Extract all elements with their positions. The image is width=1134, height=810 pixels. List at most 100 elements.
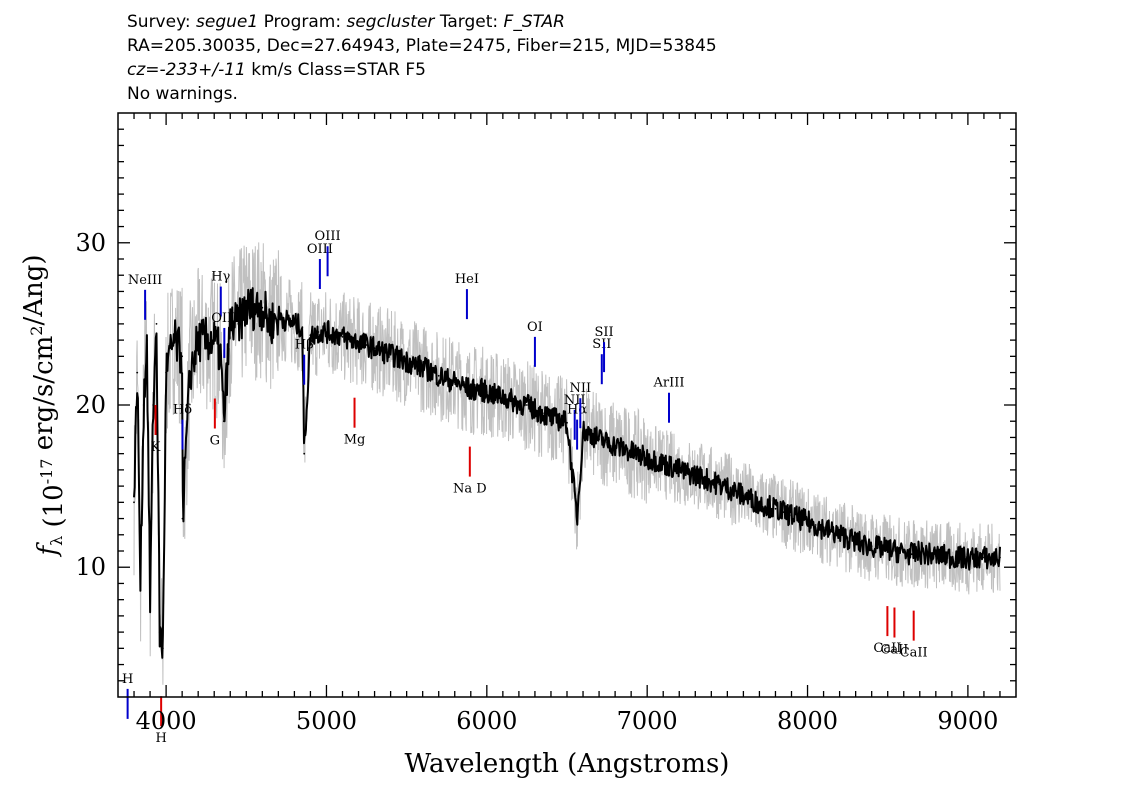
spectrum-point — [734, 490, 737, 492]
spectrum-point — [133, 501, 135, 504]
spectrum-point — [846, 537, 849, 539]
absorption-line-label: Mg — [344, 433, 366, 448]
spectrum-point — [558, 418, 560, 421]
spectrum-point — [814, 524, 817, 526]
spectrum-point — [162, 647, 164, 650]
header-line-redshift: cz=-233+/-11 km/s Class=STAR F5 — [127, 58, 717, 82]
y-tick-label: 20 — [75, 391, 106, 419]
spectrum-point — [534, 409, 536, 411]
spectrum-point — [397, 357, 400, 359]
spectrum-point — [149, 598, 152, 601]
spectrum-point — [173, 339, 176, 341]
spectrum-point — [576, 517, 578, 520]
spectrum-series — [133, 287, 1001, 659]
spectrum-point — [598, 438, 600, 440]
spectrum-point — [622, 447, 624, 450]
emission-line-label: Hγ — [211, 270, 230, 285]
spectrum-point — [253, 306, 256, 309]
spectrum-point — [445, 378, 448, 380]
x-axis-label: Wavelength (Angstroms) — [405, 749, 730, 779]
y-axis-label: fλ (10-17 erg/s/cm2/Ang) — [19, 254, 69, 557]
x-tick-label: 6000 — [456, 707, 517, 735]
spectrum-point — [146, 339, 148, 341]
header-line-survey: Survey: segue1 Program: segcluster Targe… — [127, 10, 717, 34]
spectrum-point — [822, 527, 825, 530]
spectrum-point — [959, 556, 961, 559]
spectrum-point — [886, 548, 889, 551]
spectrum-point — [155, 323, 158, 325]
spectrum-point — [325, 331, 328, 333]
spectrum-point — [222, 420, 225, 423]
spectrum-point — [477, 387, 480, 390]
spectrum-point — [381, 350, 384, 353]
spectrum-point — [654, 459, 657, 462]
header-line-warnings: No warnings. — [127, 84, 238, 104]
spectrum-point — [894, 550, 897, 552]
spectrum-point — [830, 530, 833, 533]
emission-line-label: NeIII — [128, 273, 162, 288]
spectrum-point — [510, 399, 512, 401]
spectrum-point — [493, 394, 496, 397]
spectrum-point — [606, 441, 608, 444]
spectrum-point — [293, 323, 296, 325]
y-tick-label: 30 — [75, 229, 106, 257]
spectrum-point — [139, 582, 142, 585]
emission-line-label: Hδ — [173, 403, 192, 418]
emission-line-label: NII — [569, 381, 591, 396]
program-value: segcluster — [346, 12, 435, 32]
spectrum-point — [469, 389, 472, 392]
spectrum-line — [133, 287, 1001, 659]
spectrum-point — [373, 347, 376, 350]
line-markers: HNeIIIHδHγOIIIHβOIIIOIIIHeIOINIIHαNIISII… — [122, 229, 928, 746]
spectrum-point — [678, 469, 681, 471]
emission-line-label: OIII — [307, 242, 333, 257]
spectrum-point — [758, 503, 761, 505]
spectrum-point — [862, 543, 865, 546]
spectrum-point — [421, 366, 424, 369]
spectrum-point — [718, 483, 721, 486]
spectrum-point — [975, 556, 977, 559]
spectrum-point — [333, 332, 336, 335]
x-tick-label: 5000 — [296, 707, 357, 735]
y-tick-label: 10 — [75, 553, 106, 581]
absorption-line-label: CaII — [873, 641, 901, 656]
absorption-line-label: G — [210, 434, 220, 449]
spectrum-point — [670, 465, 673, 468]
emission-line-label: SII — [592, 337, 611, 352]
spectrum-point — [136, 371, 139, 374]
spectrum-point — [303, 452, 306, 455]
spectrum-point — [918, 551, 921, 554]
spectrum-point — [566, 421, 568, 424]
spectrum-point — [142, 404, 145, 406]
spectrum-point — [518, 402, 520, 405]
spectrum-point — [878, 546, 881, 549]
spectrum-point — [686, 472, 689, 474]
emission-line-label: OIII — [315, 229, 341, 244]
spectrum-point — [999, 556, 1001, 559]
spectrum-point — [542, 412, 544, 414]
emission-line-label: OI — [527, 320, 543, 335]
spectrum-point — [902, 551, 905, 554]
emission-line-label: ArIII — [652, 376, 684, 391]
spectrum-point — [590, 433, 592, 436]
spectrum-point — [934, 555, 937, 557]
spectrum-point — [301, 326, 304, 328]
spectrum-point — [317, 331, 320, 333]
spectrum-point — [967, 558, 969, 560]
spectrum-point — [213, 339, 216, 341]
spectrum-point — [782, 511, 785, 513]
spectrum-point — [285, 319, 288, 322]
spectrum-point — [405, 360, 408, 363]
emission-line-label: Hβ — [295, 338, 314, 353]
spectrum-point — [806, 520, 809, 523]
spectrum-point — [502, 396, 504, 398]
spectrum-point — [461, 384, 464, 387]
spectrum-point — [341, 336, 344, 338]
emission-line-label: Hα — [567, 403, 587, 418]
emission-line-label: OIII — [211, 311, 237, 326]
spectrum-point — [926, 553, 929, 556]
spectrum-point — [277, 314, 280, 317]
spectrum-point — [526, 404, 528, 406]
noise-band-line — [133, 242, 1001, 685]
